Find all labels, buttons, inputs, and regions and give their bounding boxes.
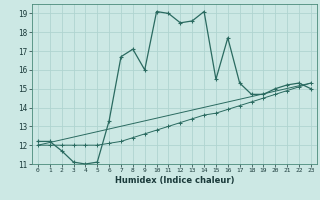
X-axis label: Humidex (Indice chaleur): Humidex (Indice chaleur) <box>115 176 234 185</box>
